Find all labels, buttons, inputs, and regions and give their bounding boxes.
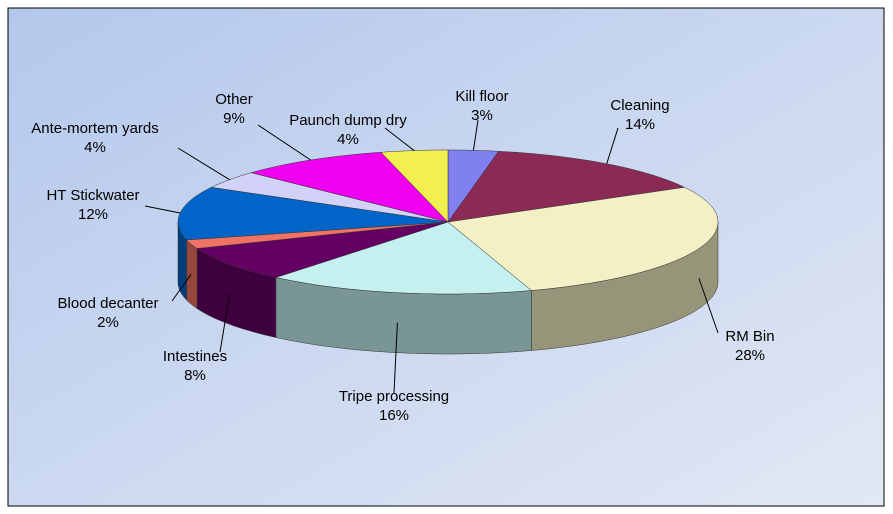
value-label: 16%: [379, 407, 409, 424]
category-label: Paunch dump dry: [289, 112, 407, 129]
category-label: Kill floor: [455, 88, 508, 105]
slice: [274, 221, 533, 295]
category-label: Ante-mortem yards: [31, 120, 159, 137]
slice: [447, 187, 719, 291]
leader-line: [171, 273, 192, 302]
leader-line: [144, 205, 181, 214]
value-label: 28%: [735, 347, 765, 364]
leader-line: [177, 147, 230, 181]
category-label: Blood decanter: [58, 295, 159, 312]
leader-line: [606, 127, 619, 164]
category-label: Tripe processing: [339, 388, 449, 405]
category-label: RM Bin: [725, 328, 774, 345]
value-label: 12%: [78, 206, 108, 223]
value-label: 8%: [184, 367, 206, 384]
category-label: HT Stickwater: [46, 187, 139, 204]
category-label: Other: [215, 91, 253, 108]
leader-line: [384, 127, 415, 151]
leader-line: [393, 322, 398, 394]
category-label: Intestines: [163, 348, 227, 365]
slice: [196, 221, 449, 278]
value-label: 4%: [84, 139, 106, 156]
leader-line: [472, 119, 479, 151]
value-label: 9%: [223, 110, 245, 127]
value-label: 2%: [97, 314, 119, 331]
leader-line: [219, 294, 231, 353]
value-label: 4%: [337, 131, 359, 148]
leader-line: [257, 124, 311, 161]
value-label: 14%: [625, 116, 655, 133]
slice-side: [186, 239, 198, 309]
value-label: 3%: [471, 107, 493, 124]
category-label: Cleaning: [610, 97, 669, 114]
leader-line: [698, 278, 719, 334]
